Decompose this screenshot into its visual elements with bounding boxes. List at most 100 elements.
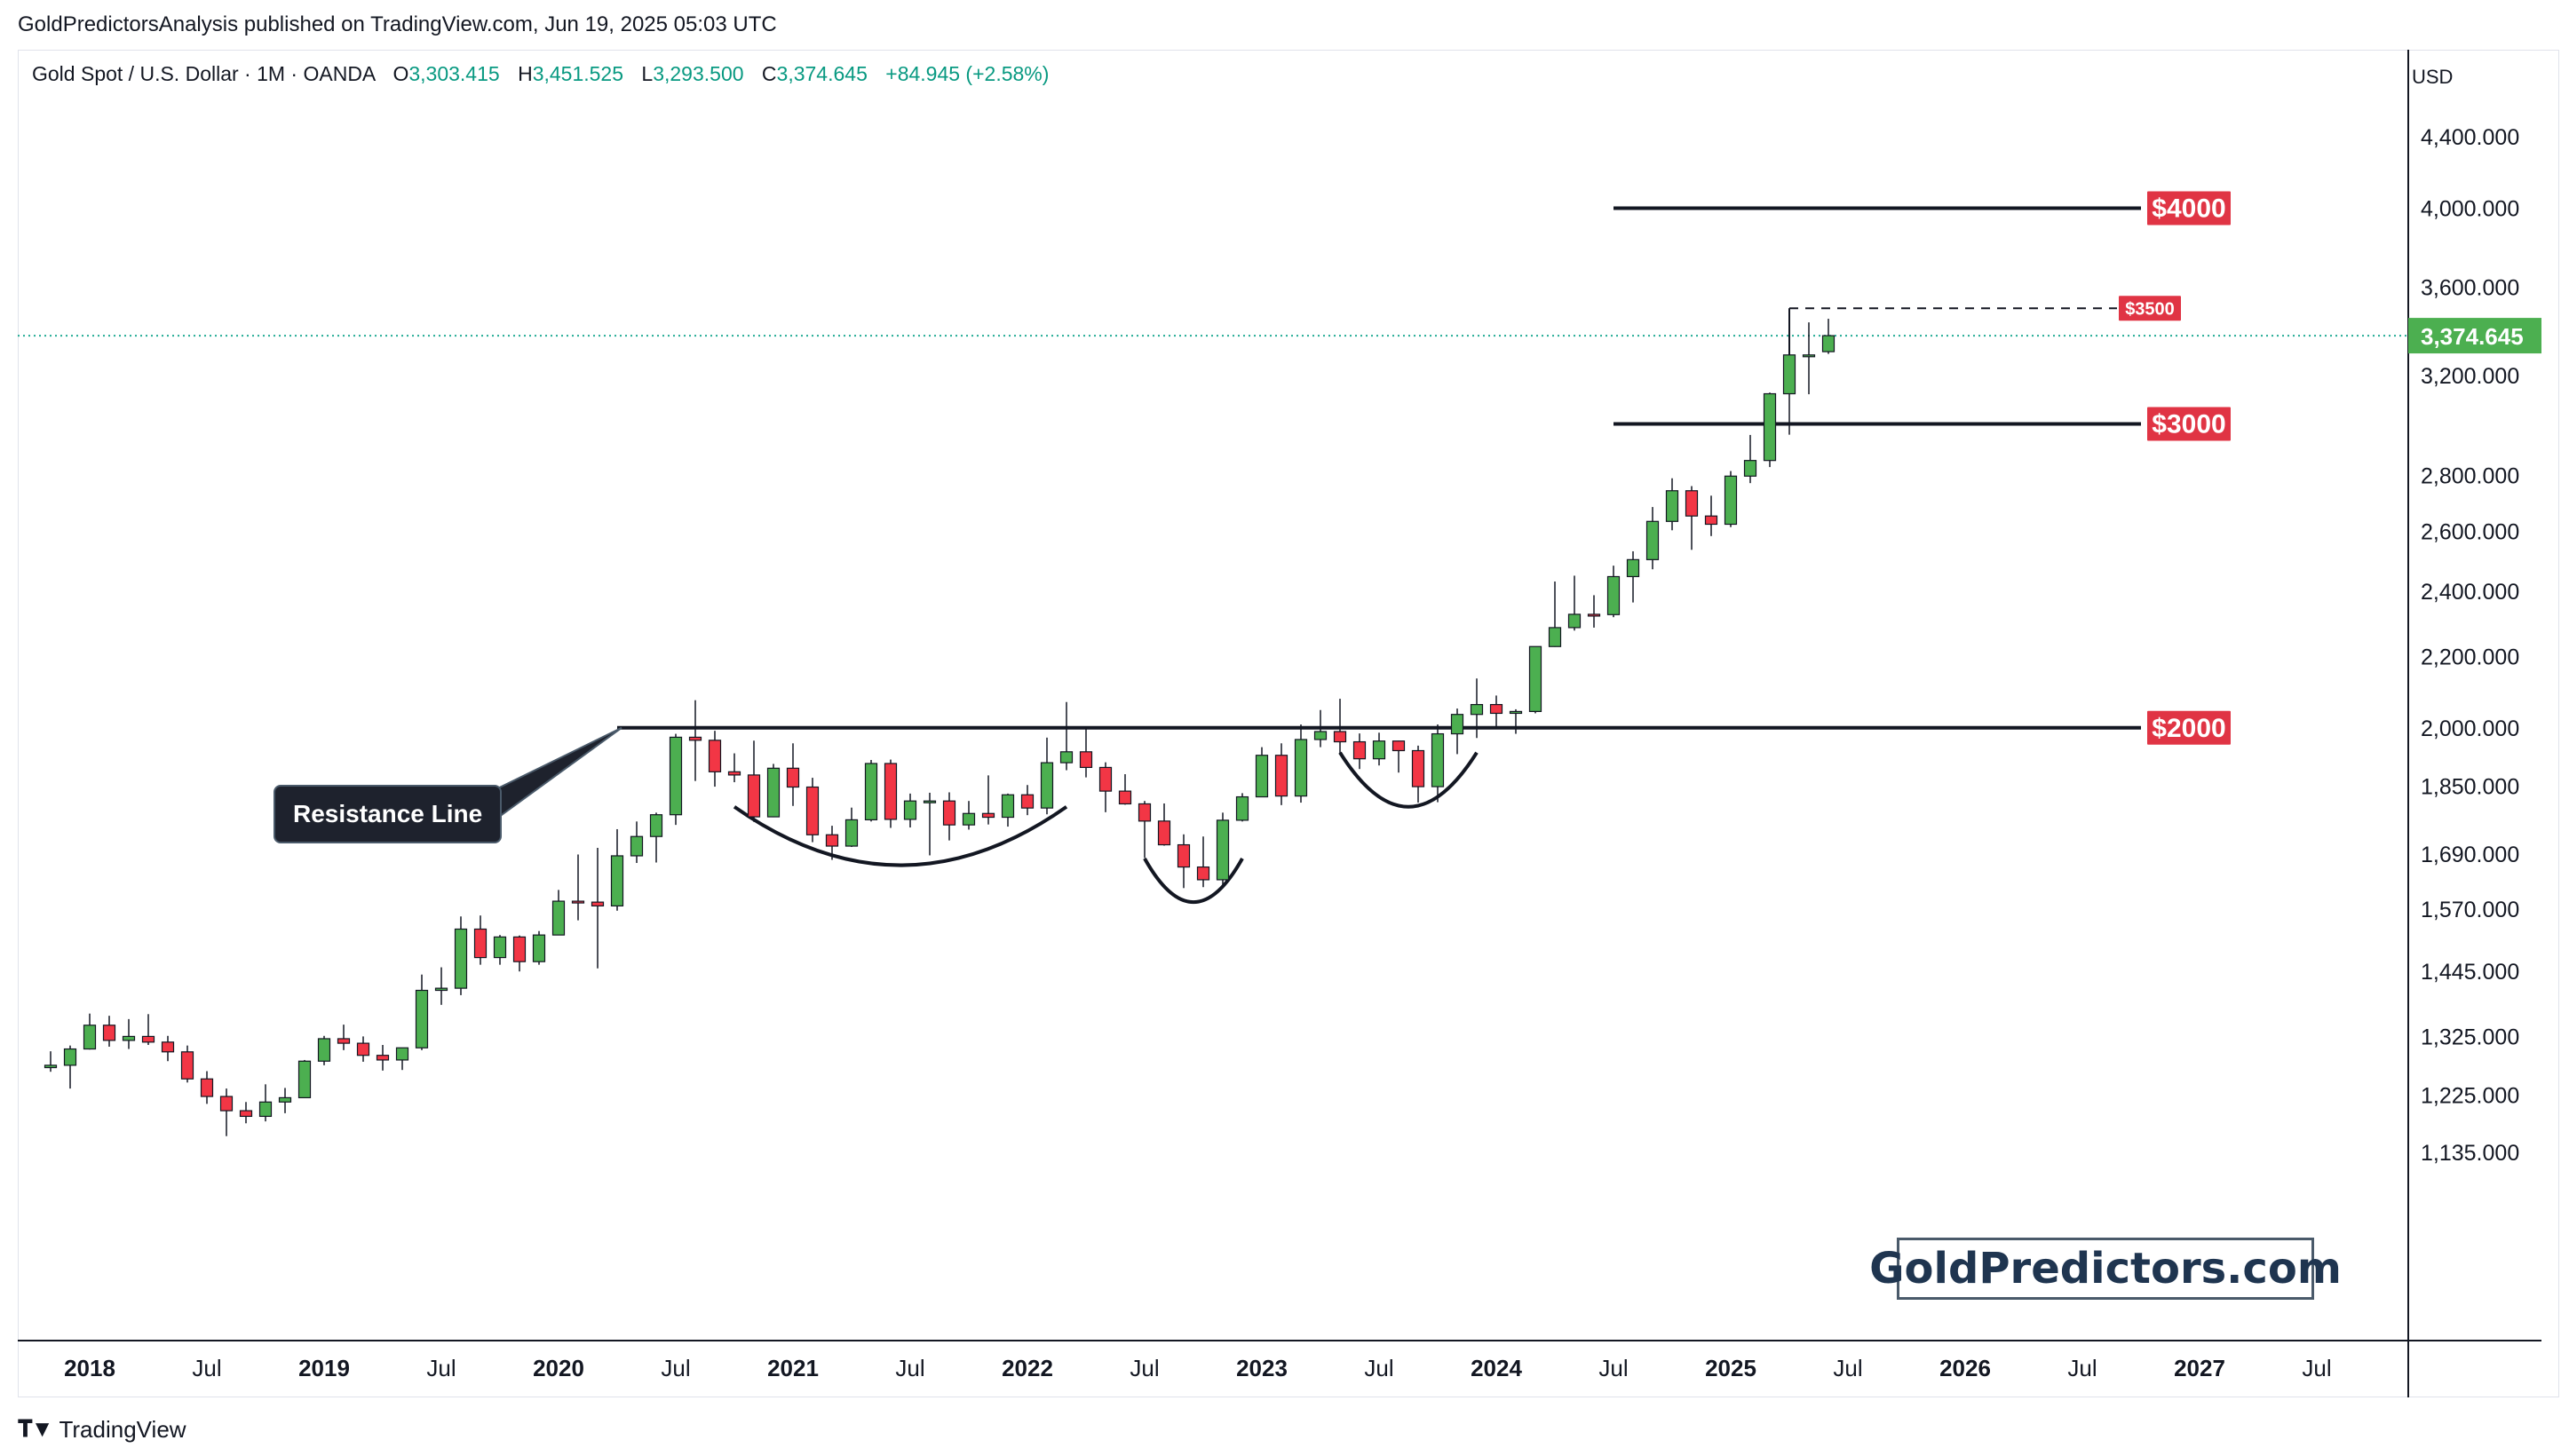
- candle-2022-06: [1118, 774, 1132, 805]
- candle-2020-06: [649, 812, 663, 863]
- candle-body: [688, 736, 702, 741]
- candle-2020-11: [747, 740, 761, 822]
- candle-2018-02: [102, 1016, 116, 1047]
- candle-2019-10: [493, 935, 507, 965]
- level-tag-3000: $3000: [2145, 405, 2232, 443]
- candle-2019-07: [434, 967, 448, 1005]
- candle-2023-09: [1411, 745, 1425, 803]
- candle-2018-08: [219, 1088, 234, 1136]
- candle-2018-07: [200, 1071, 214, 1104]
- candle-2024-04: [1548, 582, 1562, 647]
- candle-body: [1235, 795, 1249, 821]
- candle-body: [356, 1042, 370, 1056]
- resistance-line-callout: Resistance Line: [274, 785, 503, 843]
- price-tick-label: 2,000.000: [2421, 716, 2519, 741]
- time-axis-ticks: 2018 Jul 2019 Jul 2020 Jul 2021 Jul 2022 Jul 2023 J…: [64, 1355, 2332, 1381]
- candle-body: [1001, 794, 1015, 819]
- candle-2024-02: [1509, 708, 1523, 734]
- candle-body: [669, 736, 683, 816]
- candle-2021-01: [786, 743, 800, 806]
- candle-2021-12: [1001, 793, 1015, 827]
- price-tick-label: 3,200.000: [2421, 364, 2519, 389]
- candle-2019-05: [395, 1047, 409, 1071]
- candle-2020-02: [571, 854, 585, 921]
- symbol-legend: Gold Spot / U.S. Dollar · 1M · OANDA O3,…: [32, 62, 1061, 86]
- candle-2022-03: [1059, 701, 1074, 771]
- candle-2024-08: [1626, 550, 1640, 603]
- time-tick-label: 2027: [2174, 1355, 2225, 1381]
- level-tag-2000: $2000: [2145, 708, 2232, 747]
- current-price-label: 3,374.645: [2421, 323, 2524, 350]
- open-label: O: [392, 62, 409, 85]
- candle-2023-03: [1294, 724, 1308, 803]
- level-lines: [617, 206, 2141, 730]
- candle-2024-09: [1645, 507, 1660, 570]
- candle-body: [1763, 392, 1777, 462]
- candle-body: [884, 763, 898, 820]
- candle-2024-06: [1587, 595, 1601, 628]
- candle-2025-06: [1821, 319, 1836, 354]
- candle-2021-02: [805, 778, 820, 843]
- candle-body: [415, 989, 429, 1048]
- candle-body: [1821, 335, 1836, 352]
- tradingview-logo[interactable]: 𝐓▼ TradingView: [18, 1415, 186, 1444]
- price-tick-label: 2,800.000: [2421, 464, 2519, 489]
- price-tick-label: 1,325.000: [2421, 1025, 2519, 1049]
- candle-2022-10: [1196, 836, 1210, 888]
- time-tick-label: 2023: [1236, 1355, 1288, 1381]
- candle-body: [1274, 755, 1288, 797]
- candle-body: [473, 928, 488, 959]
- candle-body: [1079, 751, 1093, 769]
- candle-body: [1470, 703, 1484, 716]
- candle-2019-06: [415, 974, 429, 1050]
- close-label: C: [761, 62, 777, 85]
- candle-2023-10: [1431, 724, 1445, 803]
- candle-body: [1782, 354, 1796, 395]
- candle-2021-06: [884, 759, 898, 828]
- price-tick-label: 2,200.000: [2421, 645, 2519, 669]
- candle-2019-01: [317, 1035, 331, 1065]
- pattern-arcs: [733, 751, 1479, 905]
- level-tag-3500: $3500: [2117, 294, 2183, 323]
- candle-body: [1372, 740, 1386, 760]
- candle-2018-04: [141, 1014, 155, 1046]
- candle-2021-08: [923, 792, 937, 856]
- candle-body: [1352, 740, 1367, 760]
- current-price-tag: 3,374.645: [2408, 318, 2541, 354]
- candle-body: [1040, 762, 1054, 809]
- candle-2020-01: [551, 890, 566, 936]
- candle-body: [1509, 710, 1523, 715]
- candle-2023-05: [1333, 699, 1347, 754]
- candle-body: [1157, 820, 1171, 846]
- candle-2019-03: [356, 1036, 370, 1062]
- candle-2019-11: [512, 935, 527, 972]
- pattern-arc-3: [1338, 751, 1479, 809]
- candle-body: [1177, 843, 1191, 868]
- price-tick-label: 1,570.000: [2421, 898, 2519, 922]
- candle-2021-03: [825, 826, 839, 860]
- candle-2025-01: [1724, 471, 1738, 527]
- candle-body: [1196, 866, 1210, 881]
- candle-2022-12: [1235, 793, 1249, 822]
- level-tags: $4000 $3500 $3000 $2000: [2117, 189, 2232, 747]
- candle-body: [942, 800, 956, 826]
- candle-2022-01: [1020, 785, 1035, 816]
- time-tick-label: Jul: [2067, 1355, 2097, 1381]
- price-tick-label: 1,135.000: [2421, 1141, 2519, 1166]
- current-price-box: [2408, 318, 2541, 354]
- candle-body: [1685, 490, 1699, 517]
- candle-body: [1704, 515, 1718, 526]
- candle-2023-04: [1313, 709, 1328, 748]
- candle-body: [825, 834, 839, 847]
- currency-button[interactable]: USD: [2412, 66, 2454, 88]
- candle-body: [1059, 751, 1074, 764]
- candle-body: [141, 1035, 155, 1043]
- candle-body: [1626, 558, 1640, 578]
- candle-2018-11: [278, 1088, 292, 1113]
- chart-frame: [18, 50, 2559, 1397]
- candle-body: [493, 936, 507, 959]
- candle-2021-09: [942, 792, 956, 841]
- level-tag-label: $2000: [2152, 714, 2225, 743]
- high-label: H: [518, 62, 533, 85]
